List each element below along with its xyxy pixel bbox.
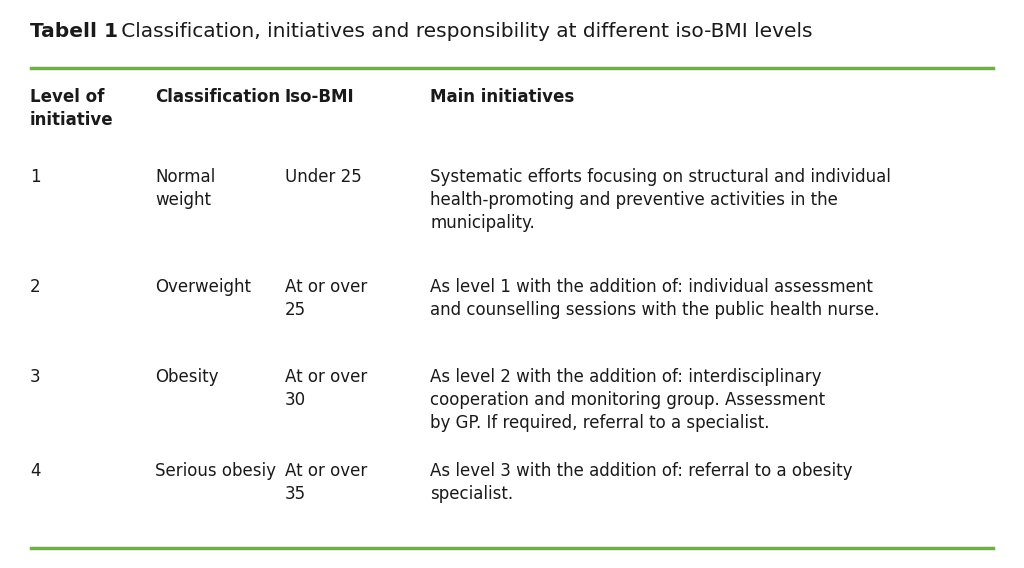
Text: As level 1 with the addition of: individual assessment
and counselling sessions : As level 1 with the addition of: individ… [430,278,880,319]
Text: As level 3 with the addition of: referral to a obesity
specialist.: As level 3 with the addition of: referra… [430,462,853,503]
Text: 2: 2 [30,278,41,296]
Text: As level 2 with the addition of: interdisciplinary
cooperation and monitoring gr: As level 2 with the addition of: interdi… [430,368,825,432]
Text: : Classification, initiatives and responsibility at different iso-BMI levels: : Classification, initiatives and respon… [108,22,812,41]
Text: At or over
25: At or over 25 [285,278,368,319]
Text: Tabell 1: Tabell 1 [30,22,118,41]
Text: Classification: Classification [155,88,281,106]
Text: At or over
30: At or over 30 [285,368,368,409]
Text: Systematic efforts focusing on structural and individual
health-promoting and pr: Systematic efforts focusing on structura… [430,168,891,232]
Text: 1: 1 [30,168,41,186]
Text: Overweight: Overweight [155,278,251,296]
Text: Under 25: Under 25 [285,168,361,186]
Text: Iso-BMI: Iso-BMI [285,88,354,106]
Text: At or over
35: At or over 35 [285,462,368,503]
Text: Obesity: Obesity [155,368,218,386]
Text: Normal
weight: Normal weight [155,168,215,209]
Text: Level of
initiative: Level of initiative [30,88,114,129]
Text: 4: 4 [30,462,41,480]
Text: Main initiatives: Main initiatives [430,88,574,106]
Text: 3: 3 [30,368,41,386]
Text: Serious obesiy: Serious obesiy [155,462,276,480]
